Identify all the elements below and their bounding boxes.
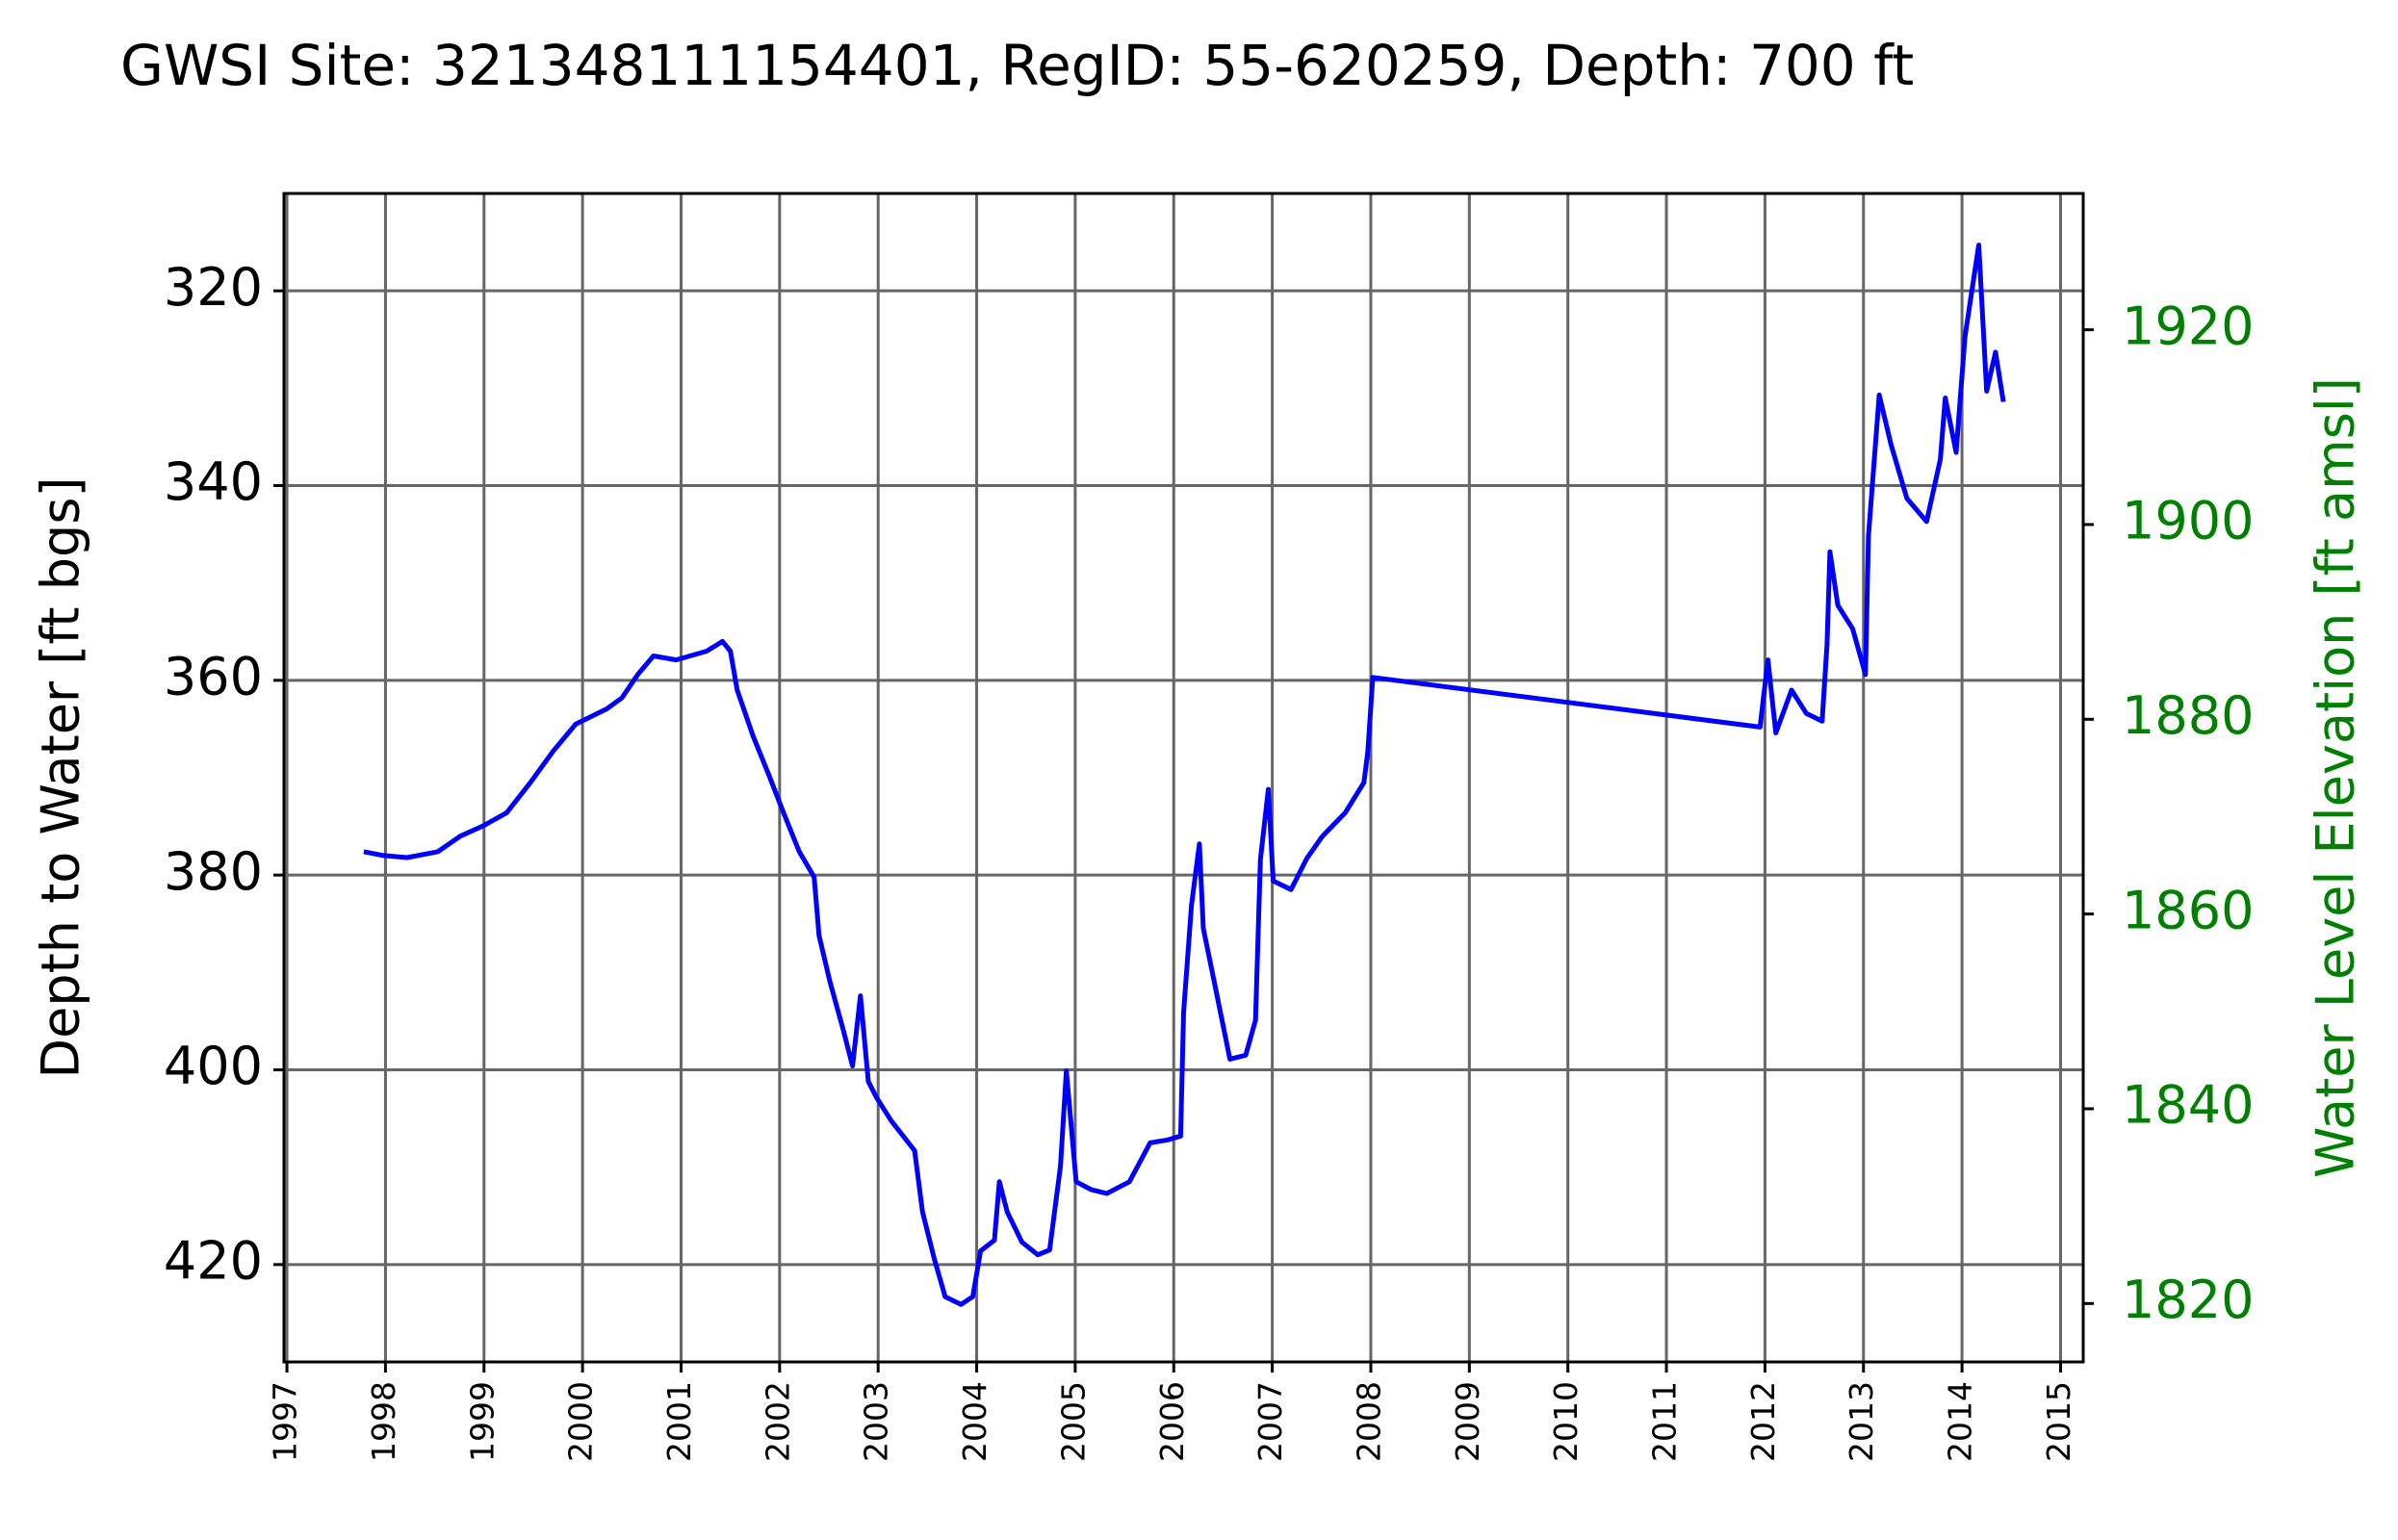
y2-tick-label: 1840 bbox=[2122, 1075, 2254, 1136]
x-tick-label: 2015 bbox=[2040, 1381, 2077, 1462]
y2-tick-label: 1900 bbox=[2122, 491, 2254, 552]
y-tick-label: 380 bbox=[164, 841, 263, 902]
x-tick-label: 2006 bbox=[1153, 1381, 1191, 1462]
x-tick-label: 2011 bbox=[1646, 1381, 1684, 1462]
x-tick-label: 2003 bbox=[858, 1381, 895, 1462]
y-tick-label: 340 bbox=[164, 451, 263, 512]
x-tick-label: 2000 bbox=[562, 1381, 600, 1462]
x-tick-label: 1998 bbox=[365, 1381, 402, 1462]
y2-tick-label: 1880 bbox=[2122, 685, 2254, 746]
x-tick-label: 1997 bbox=[267, 1381, 304, 1462]
y-axis-label: Depth to Water [ft bgs] bbox=[31, 476, 91, 1078]
y2-tick-label: 1860 bbox=[2122, 880, 2254, 940]
x-tick-label: 2008 bbox=[1350, 1381, 1387, 1462]
x-tick-label: 2014 bbox=[1942, 1381, 1979, 1462]
data-line bbox=[363, 243, 2006, 1307]
x-tick-label: 2010 bbox=[1547, 1381, 1585, 1462]
y-tick-label: 420 bbox=[164, 1230, 263, 1291]
chart-title: GWSI Site: 321348111154401, RegID: 55-62… bbox=[120, 33, 1914, 98]
y-tick-label: 320 bbox=[164, 257, 263, 318]
x-tick-label: 1999 bbox=[463, 1381, 501, 1462]
x-tick-label: 2005 bbox=[1054, 1381, 1092, 1462]
x-tick-label: 2007 bbox=[1251, 1381, 1289, 1462]
plot-frame bbox=[282, 192, 2085, 1364]
x-tick-label: 2004 bbox=[956, 1381, 993, 1462]
x-tick-label: 2002 bbox=[759, 1381, 796, 1462]
y-tick-label: 400 bbox=[164, 1036, 263, 1096]
x-tick-label: 2001 bbox=[660, 1381, 698, 1462]
y2-tick-label: 1820 bbox=[2122, 1270, 2254, 1330]
x-tick-label: 2013 bbox=[1843, 1381, 1880, 1462]
y2-tick-label: 1920 bbox=[2122, 295, 2254, 356]
y2-axis-label: Water Level Elevation [ft amsl] bbox=[2306, 377, 2366, 1178]
x-tick-label: 2009 bbox=[1449, 1381, 1486, 1462]
y-tick-label: 360 bbox=[164, 646, 263, 706]
x-tick-label: 2012 bbox=[1744, 1381, 1782, 1462]
